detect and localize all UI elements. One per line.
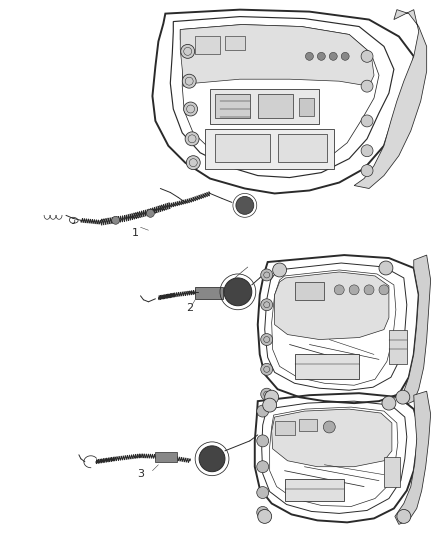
Circle shape [341,52,349,60]
Circle shape [236,197,254,214]
Circle shape [261,334,273,345]
Text: 1: 1 [132,228,139,238]
Circle shape [263,398,277,412]
Bar [195,36,220,54]
Bar [300,419,318,431]
Text: 3: 3 [137,469,144,479]
Bar [389,329,407,365]
Circle shape [305,52,314,60]
Circle shape [258,510,272,523]
Circle shape [318,52,325,60]
Bar [225,36,245,51]
Polygon shape [275,272,389,340]
Circle shape [261,299,273,311]
Circle shape [265,390,279,404]
Text: 2: 2 [187,303,194,313]
Circle shape [146,209,155,217]
Bar [215,134,270,161]
Circle shape [224,278,252,306]
Circle shape [364,285,374,295]
Circle shape [185,132,199,146]
Circle shape [181,44,194,58]
Polygon shape [180,25,374,86]
Bar [384,457,400,487]
Bar [155,452,177,462]
Polygon shape [395,391,431,524]
Circle shape [361,115,373,127]
Circle shape [257,405,268,417]
Circle shape [361,165,373,176]
Circle shape [199,446,225,472]
Circle shape [257,487,268,498]
Bar [210,89,319,124]
Circle shape [397,510,411,523]
Circle shape [323,421,335,433]
Bar [294,354,359,379]
Circle shape [273,263,286,277]
Circle shape [184,102,198,116]
Bar [258,94,293,118]
Circle shape [261,364,273,375]
Bar [278,134,327,161]
Bar [195,287,223,299]
Circle shape [379,285,389,295]
Circle shape [261,269,273,281]
Circle shape [257,435,268,447]
Polygon shape [354,10,427,189]
Bar [215,94,250,118]
Circle shape [257,461,268,473]
Bar [205,129,334,168]
Circle shape [361,80,373,92]
Circle shape [396,390,410,404]
Circle shape [361,145,373,157]
Circle shape [349,285,359,295]
Bar [275,421,294,435]
Circle shape [182,74,196,88]
Circle shape [361,51,373,62]
Circle shape [112,216,120,224]
Polygon shape [403,255,431,404]
Circle shape [257,506,268,519]
Bar [300,98,314,116]
Circle shape [186,156,200,169]
Circle shape [382,396,396,410]
Bar [285,479,344,500]
Bar [294,282,324,300]
Circle shape [261,388,273,400]
Polygon shape [272,409,392,467]
Circle shape [329,52,337,60]
Circle shape [379,261,393,275]
Circle shape [334,285,344,295]
